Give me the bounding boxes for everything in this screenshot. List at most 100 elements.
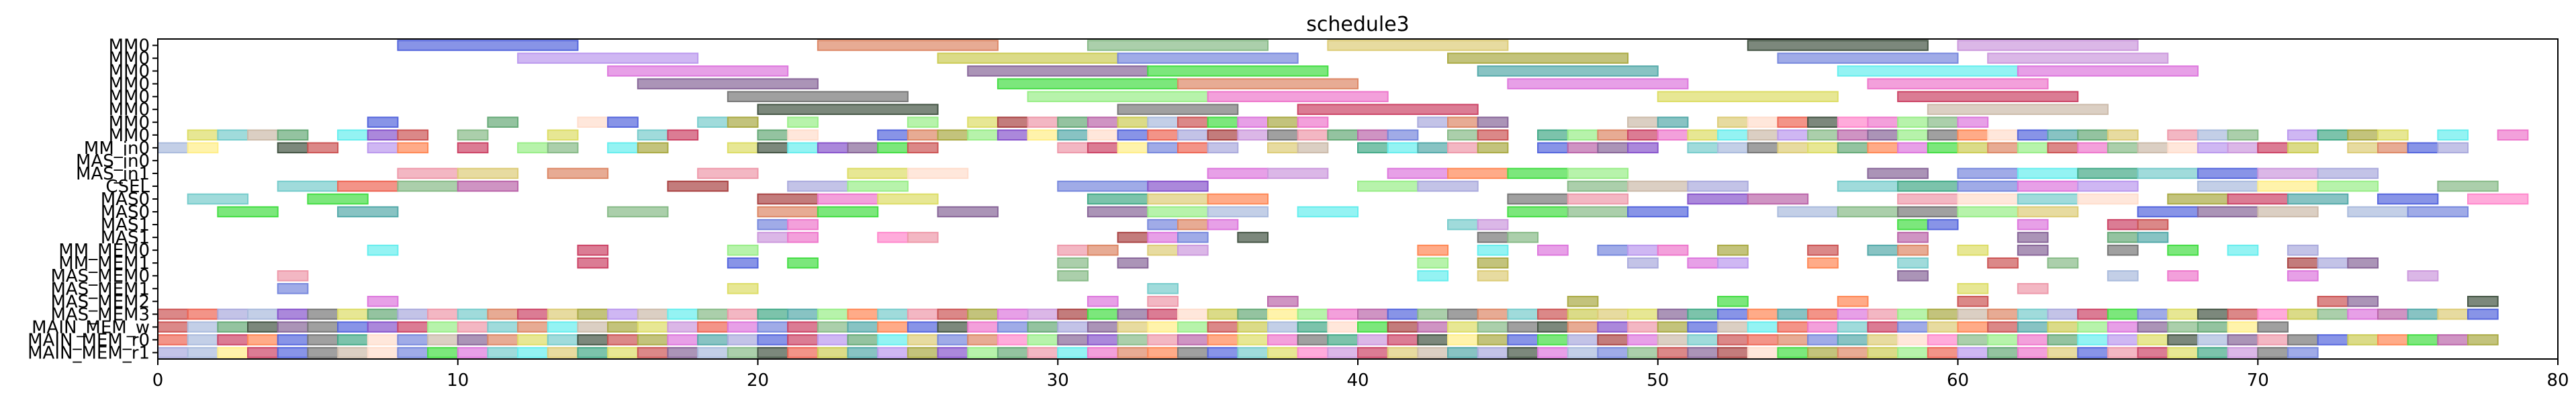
task-bar <box>2317 334 2349 346</box>
task-bar <box>1477 347 1509 358</box>
task-bar <box>487 321 519 333</box>
task-bar <box>1297 309 1329 320</box>
task-bar <box>367 347 399 358</box>
task-bar <box>1597 244 1629 256</box>
task-bar <box>1207 218 1239 231</box>
task-bar <box>1747 347 1779 358</box>
task-bar <box>2017 218 2049 231</box>
task-bar <box>937 129 969 141</box>
task-bar <box>1867 116 1899 128</box>
task-bar <box>1567 180 1629 192</box>
task-bar <box>1537 309 1569 320</box>
task-bar <box>937 52 1119 64</box>
task-bar <box>2017 129 2049 141</box>
task-bar <box>1837 142 1869 154</box>
task-bar <box>1867 321 1899 333</box>
task-bar <box>757 309 789 320</box>
task-bar <box>937 347 969 358</box>
task-bar <box>2197 347 2229 358</box>
task-bar <box>367 142 399 154</box>
task-bar <box>1117 257 1149 269</box>
task-bar <box>877 321 909 333</box>
task-bar <box>2227 142 2259 154</box>
task-bar <box>1777 129 1809 141</box>
task-bar <box>1147 231 1179 243</box>
task-bar <box>697 309 729 320</box>
task-bar <box>1117 129 1149 141</box>
task-bar <box>277 309 309 320</box>
task-bar <box>2077 167 2139 180</box>
task-bar <box>187 334 219 346</box>
task-bar <box>1537 334 1569 346</box>
task-bar <box>217 321 249 333</box>
task-bar <box>2107 142 2139 154</box>
task-bar <box>157 321 189 333</box>
task-bar <box>1147 296 1179 307</box>
task-bar <box>2077 347 2109 358</box>
task-bar <box>1147 116 1179 128</box>
task-bar <box>2257 309 2289 320</box>
task-bar <box>1267 129 1299 141</box>
x-tick-label: 20 <box>747 370 769 391</box>
task-bar <box>787 129 819 141</box>
task-bar <box>1987 52 2169 64</box>
task-bar <box>1387 309 1419 320</box>
task-bar <box>1327 321 1359 333</box>
x-tick-label: 10 <box>447 370 469 391</box>
task-bar <box>2017 206 2079 218</box>
task-bar <box>2227 334 2259 346</box>
task-bar <box>1597 129 1629 141</box>
task-bar <box>1597 309 1629 320</box>
task-bar <box>1927 321 1959 333</box>
task-bar <box>2197 334 2229 346</box>
task-bar <box>1717 129 1749 141</box>
task-bar <box>727 283 759 294</box>
task-bar <box>727 257 759 269</box>
task-bar <box>247 334 279 346</box>
task-bar <box>787 116 819 128</box>
task-bar <box>517 309 549 320</box>
task-bar <box>1297 334 1329 346</box>
task-bar <box>787 321 819 333</box>
y-tick-label: MM_in0 <box>84 138 150 159</box>
task-bar <box>2047 321 2079 333</box>
task-bar <box>877 309 909 320</box>
task-bar <box>2167 129 2199 141</box>
task-bar <box>2107 231 2139 243</box>
task-bar <box>1057 142 1089 154</box>
task-bar <box>457 334 489 346</box>
task-bar <box>1147 283 1179 294</box>
task-bar <box>1357 321 1389 333</box>
task-bar <box>1897 142 1929 154</box>
task-bar <box>547 167 609 180</box>
task-bar <box>1117 231 1149 243</box>
task-bar <box>2017 244 2049 256</box>
task-bar <box>607 142 639 154</box>
task-bar <box>667 180 729 192</box>
task-bar <box>517 334 549 346</box>
task-bar <box>2077 321 2109 333</box>
task-bar <box>1597 142 1629 154</box>
task-bar <box>1567 206 1629 218</box>
task-bar <box>1177 309 1209 320</box>
task-bar <box>547 321 579 333</box>
task-bar <box>1357 142 1389 154</box>
y-tick-label: MAIN_MEM_w <box>32 317 150 337</box>
task-bar <box>1507 309 1539 320</box>
task-bar <box>1447 142 1479 154</box>
task-bar <box>1447 129 1479 141</box>
task-bar <box>757 347 789 358</box>
task-bar <box>1747 321 1779 333</box>
task-bar <box>1417 180 1479 192</box>
task-bar <box>877 129 909 141</box>
task-bar <box>307 193 369 205</box>
task-bar <box>1957 167 2019 180</box>
task-bar <box>1087 193 1149 205</box>
task-bar <box>1417 347 1449 358</box>
task-bar <box>1987 142 2019 154</box>
task-bar <box>1807 347 1839 358</box>
task-bar <box>1627 244 1659 256</box>
task-bar <box>2167 334 2199 346</box>
task-bar <box>1177 129 1209 141</box>
task-bar <box>2137 206 2199 218</box>
